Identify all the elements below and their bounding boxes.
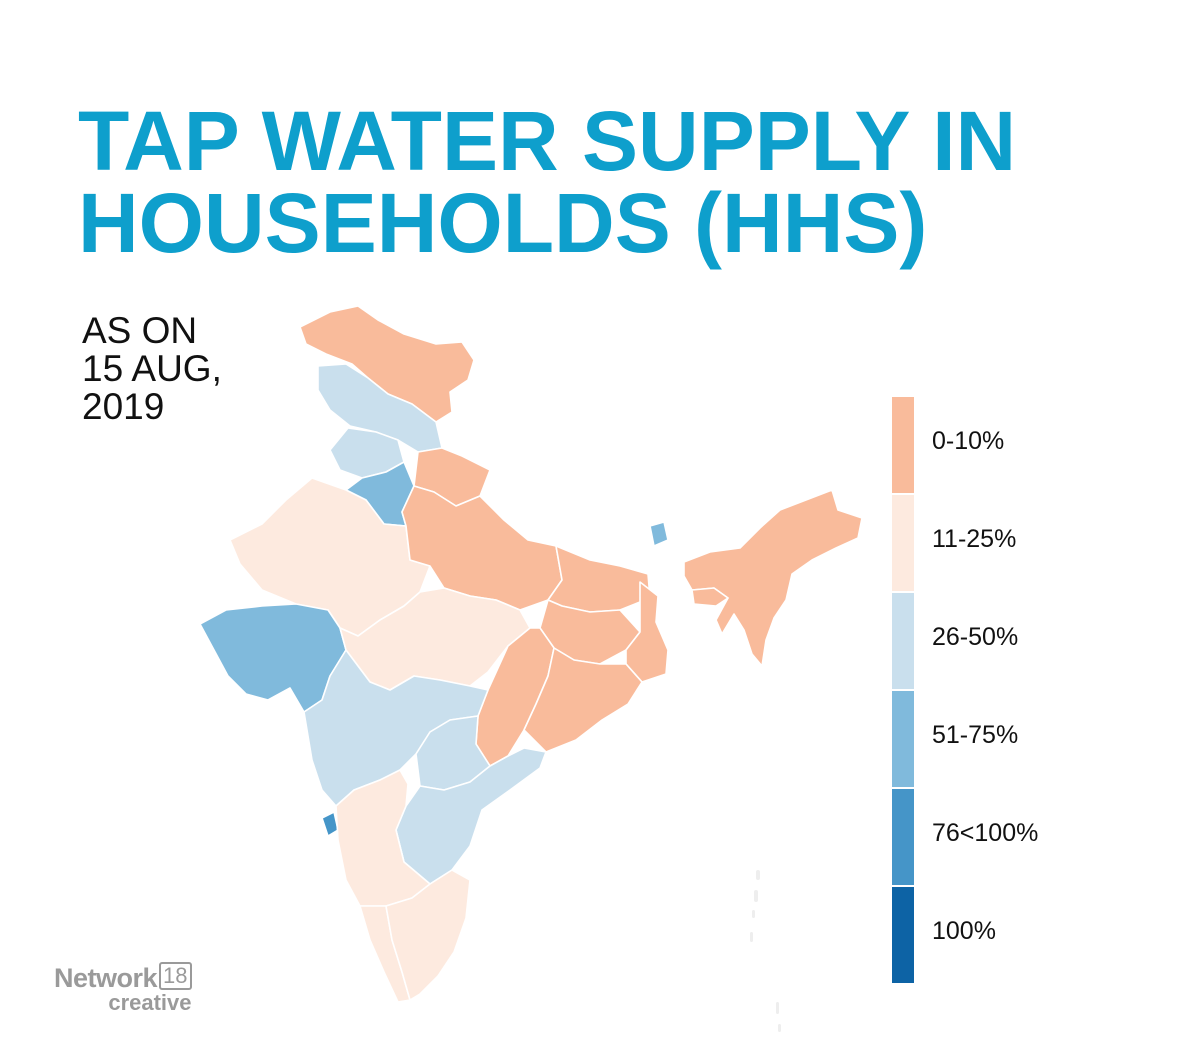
legend-label: 100% xyxy=(932,917,996,945)
legend-label: 11-25% xyxy=(932,525,1017,553)
legend-label: 26-50% xyxy=(932,623,1019,651)
legend-label: 76<100% xyxy=(932,819,1039,847)
islands xyxy=(750,870,781,1032)
island-1 xyxy=(756,870,760,880)
region-tamil-nadu xyxy=(385,869,471,1001)
brand-number: 18 xyxy=(159,962,192,990)
page-title: TAP WATER SUPPLY IN HOUSEHOLDS (HHS) xyxy=(78,94,1178,270)
brand-subtitle: creative xyxy=(108,990,192,1015)
region-uttar-pradesh xyxy=(401,485,563,611)
island-5 xyxy=(776,1002,779,1014)
brand-name: Network xyxy=(54,963,158,993)
date-line-1: AS ON xyxy=(82,310,198,351)
legend-item: 0-10% xyxy=(892,397,1092,495)
legend-item: 100% xyxy=(892,887,1092,985)
island-3 xyxy=(752,910,755,918)
legend-swatch xyxy=(892,397,914,493)
island-6 xyxy=(778,1024,781,1032)
region-meghalaya xyxy=(691,587,729,607)
legend-item: 11-25% xyxy=(892,495,1092,593)
region-jammu-kashmir xyxy=(299,305,475,423)
region-karnataka xyxy=(335,769,431,907)
legend-label: 0-10% xyxy=(932,427,1005,455)
legend-swatch xyxy=(892,789,914,885)
date-line-2: 15 AUG, xyxy=(82,348,222,389)
region-sikkim xyxy=(649,521,669,547)
legend-item: 26-50% xyxy=(892,593,1092,691)
island-2 xyxy=(754,890,758,902)
legend-label: 51-75% xyxy=(932,721,1019,749)
brand-logo: Network 18 creative xyxy=(54,962,192,1016)
region-northeast xyxy=(683,489,863,667)
region-odisha xyxy=(523,647,643,753)
date-label: AS ON 15 AUG, 2019 xyxy=(82,312,222,426)
legend: 0-10% 11-25% 26-50% 51-75% 76<100% 100% xyxy=(892,397,1092,985)
title-line-2: HOUSEHOLDS (HHS) xyxy=(78,176,928,270)
legend-swatch xyxy=(892,691,914,787)
legend-swatch xyxy=(892,495,914,591)
region-bihar xyxy=(547,545,651,613)
legend-item: 51-75% xyxy=(892,691,1092,789)
island-4 xyxy=(750,932,753,942)
legend-item: 76<100% xyxy=(892,789,1092,887)
date-line-3: 2019 xyxy=(82,386,165,427)
title-line-1: TAP WATER SUPPLY IN xyxy=(78,94,1017,188)
legend-swatch xyxy=(892,887,914,983)
legend-swatch xyxy=(892,593,914,689)
region-goa xyxy=(321,811,339,837)
